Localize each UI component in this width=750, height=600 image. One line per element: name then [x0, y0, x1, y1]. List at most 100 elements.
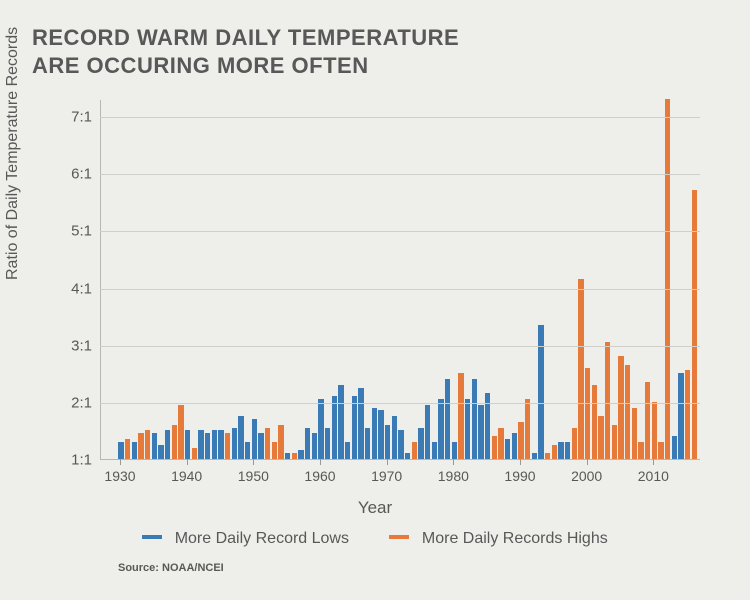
- bar-highs: [625, 365, 630, 459]
- bar-lows: [118, 442, 123, 459]
- grid-line: [100, 289, 700, 290]
- legend-swatch-lows: [142, 535, 162, 539]
- legend: More Daily Record Lows More Daily Record…: [0, 530, 750, 548]
- bar-highs: [592, 385, 597, 459]
- legend-item-highs: More Daily Records Highs: [389, 530, 607, 548]
- bar-lows: [325, 428, 330, 459]
- plot-area: [100, 100, 700, 460]
- bar-lows: [298, 450, 303, 459]
- bar-lows: [318, 399, 323, 459]
- grid-line: [100, 231, 700, 232]
- x-tick-mark: [387, 459, 388, 465]
- bar-lows: [218, 430, 223, 459]
- y-tick-label: 5:1: [52, 223, 92, 240]
- y-tick-label: 7:1: [52, 109, 92, 126]
- bar-lows: [512, 433, 517, 459]
- y-axis-label: Ratio of Daily Temperature Records: [4, 27, 22, 280]
- bar-lows: [212, 430, 217, 459]
- bar-highs: [572, 428, 577, 459]
- title-line-1: RECORD WARM DAILY TEMPERATURE: [32, 25, 459, 50]
- bar-lows: [478, 405, 483, 459]
- bar-lows: [425, 405, 430, 459]
- bar-lows: [472, 379, 477, 459]
- x-tick-label: 1980: [438, 468, 469, 484]
- bar-lows: [372, 408, 377, 459]
- bar-lows: [465, 399, 470, 459]
- bar-highs: [612, 425, 617, 459]
- bar-highs: [605, 342, 610, 459]
- bar-lows: [158, 445, 163, 459]
- bar-lows: [305, 428, 310, 459]
- grid-line: [100, 174, 700, 175]
- bar-highs: [578, 279, 583, 459]
- bars-layer: [101, 99, 701, 459]
- bar-lows: [405, 453, 410, 459]
- bar-lows: [345, 442, 350, 459]
- bar-highs: [138, 433, 143, 459]
- bar-lows: [398, 430, 403, 459]
- bar-highs: [265, 428, 270, 459]
- bar-lows: [258, 433, 263, 459]
- bar-lows: [672, 436, 677, 459]
- bar-highs: [272, 442, 277, 459]
- bar-highs: [545, 453, 550, 459]
- x-tick-label: 1940: [171, 468, 202, 484]
- bar-highs: [638, 442, 643, 459]
- x-tick-label: 1990: [504, 468, 535, 484]
- bar-highs: [492, 436, 497, 459]
- bar-highs: [665, 99, 670, 459]
- bar-highs: [412, 442, 417, 459]
- y-tick-label: 4:1: [52, 280, 92, 297]
- bar-highs: [658, 442, 663, 459]
- bar-lows: [378, 410, 383, 459]
- bar-lows: [438, 399, 443, 459]
- x-tick-mark: [587, 459, 588, 465]
- bar-lows: [352, 396, 357, 459]
- bar-highs: [178, 405, 183, 459]
- grid-line: [100, 346, 700, 347]
- bar-lows: [392, 416, 397, 459]
- x-tick-mark: [253, 459, 254, 465]
- bar-lows: [445, 379, 450, 459]
- bar-lows: [365, 428, 370, 459]
- bar-lows: [185, 430, 190, 459]
- x-axis-label: Year: [0, 498, 750, 518]
- x-tick-mark: [653, 459, 654, 465]
- y-tick-label: 6:1: [52, 166, 92, 183]
- bar-lows: [165, 430, 170, 459]
- x-tick-mark: [320, 459, 321, 465]
- bar-highs: [458, 373, 463, 459]
- title-line-2: ARE OCCURING MORE OFTEN: [32, 53, 369, 78]
- y-tick-label: 3:1: [52, 337, 92, 354]
- bar-lows: [285, 453, 290, 459]
- chart-container: RECORD WARM DAILY TEMPERATURE ARE OCCURI…: [0, 0, 750, 600]
- bar-lows: [238, 416, 243, 459]
- bar-lows: [358, 388, 363, 459]
- bar-highs: [172, 425, 177, 459]
- bar-lows: [198, 430, 203, 459]
- bar-lows: [565, 442, 570, 459]
- source-text: Source: NOAA/NCEI: [118, 562, 224, 574]
- bar-lows: [252, 419, 257, 459]
- x-tick-mark: [520, 459, 521, 465]
- x-tick-mark: [120, 459, 121, 465]
- legend-swatch-highs: [389, 535, 409, 539]
- bar-highs: [518, 422, 523, 459]
- bar-lows: [385, 425, 390, 459]
- bar-highs: [525, 399, 530, 459]
- bar-lows: [432, 442, 437, 459]
- bar-lows: [532, 453, 537, 459]
- grid-line: [100, 403, 700, 404]
- bar-lows: [558, 442, 563, 459]
- chart-area: 1:12:13:14:15:16:17:1 193019401950196019…: [100, 100, 700, 460]
- bar-highs: [225, 433, 230, 459]
- x-tick-label: 2010: [638, 468, 669, 484]
- legend-label-highs: More Daily Records Highs: [422, 530, 608, 547]
- y-tick-label: 2:1: [52, 394, 92, 411]
- x-tick-mark: [453, 459, 454, 465]
- x-tick-label: 1950: [238, 468, 269, 484]
- bar-highs: [192, 448, 197, 459]
- x-tick-label: 1970: [371, 468, 402, 484]
- bar-highs: [618, 356, 623, 459]
- bar-lows: [332, 396, 337, 459]
